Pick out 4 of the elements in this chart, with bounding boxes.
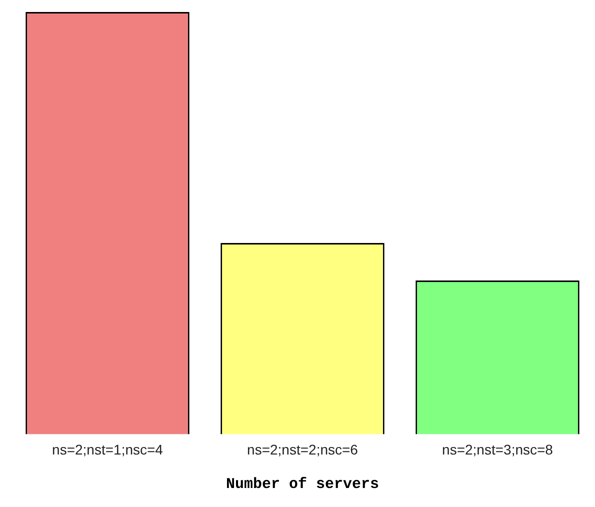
x-tick-label: ns=2;nst=1;nsc=4 <box>52 441 164 458</box>
x-tick-label: ns=2;nst=2;nsc=6 <box>247 441 358 458</box>
x-axis-title: Number of servers <box>226 476 380 493</box>
x-tick-label: ns=2;nst=3;nsc=8 <box>442 441 554 458</box>
